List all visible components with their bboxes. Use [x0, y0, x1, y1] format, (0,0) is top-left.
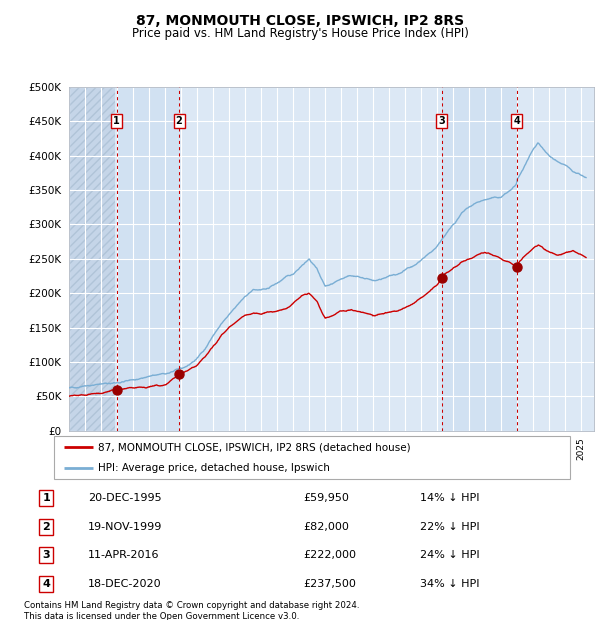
Text: 3: 3 — [43, 551, 50, 560]
Text: 2: 2 — [43, 521, 50, 531]
Text: 1: 1 — [113, 116, 120, 126]
Text: 19-NOV-1999: 19-NOV-1999 — [88, 521, 163, 531]
Text: 20-DEC-1995: 20-DEC-1995 — [88, 493, 162, 503]
FancyBboxPatch shape — [54, 436, 570, 479]
Text: 1: 1 — [43, 493, 50, 503]
Text: £59,950: £59,950 — [303, 493, 349, 503]
Bar — [442, 87, 517, 431]
Text: 22% ↓ HPI: 22% ↓ HPI — [420, 521, 480, 531]
Text: 3: 3 — [438, 116, 445, 126]
Text: Contains HM Land Registry data © Crown copyright and database right 2024.: Contains HM Land Registry data © Crown c… — [24, 601, 359, 611]
Text: £237,500: £237,500 — [303, 579, 356, 589]
Text: 24% ↓ HPI: 24% ↓ HPI — [420, 551, 480, 560]
Text: 14% ↓ HPI: 14% ↓ HPI — [420, 493, 479, 503]
Text: £222,000: £222,000 — [303, 551, 356, 560]
Text: 4: 4 — [43, 579, 50, 589]
Text: £82,000: £82,000 — [303, 521, 349, 531]
Text: 4: 4 — [513, 116, 520, 126]
Bar — [116, 87, 179, 431]
Bar — [69, 87, 115, 431]
Text: 34% ↓ HPI: 34% ↓ HPI — [420, 579, 479, 589]
Text: This data is licensed under the Open Government Licence v3.0.: This data is licensed under the Open Gov… — [24, 612, 299, 620]
Text: 18-DEC-2020: 18-DEC-2020 — [88, 579, 162, 589]
Text: 87, MONMOUTH CLOSE, IPSWICH, IP2 8RS (detached house): 87, MONMOUTH CLOSE, IPSWICH, IP2 8RS (de… — [98, 442, 410, 452]
Text: 11-APR-2016: 11-APR-2016 — [88, 551, 160, 560]
Text: 87, MONMOUTH CLOSE, IPSWICH, IP2 8RS: 87, MONMOUTH CLOSE, IPSWICH, IP2 8RS — [136, 14, 464, 29]
Text: HPI: Average price, detached house, Ipswich: HPI: Average price, detached house, Ipsw… — [98, 463, 330, 473]
Text: Price paid vs. HM Land Registry's House Price Index (HPI): Price paid vs. HM Land Registry's House … — [131, 27, 469, 40]
Text: 2: 2 — [176, 116, 182, 126]
